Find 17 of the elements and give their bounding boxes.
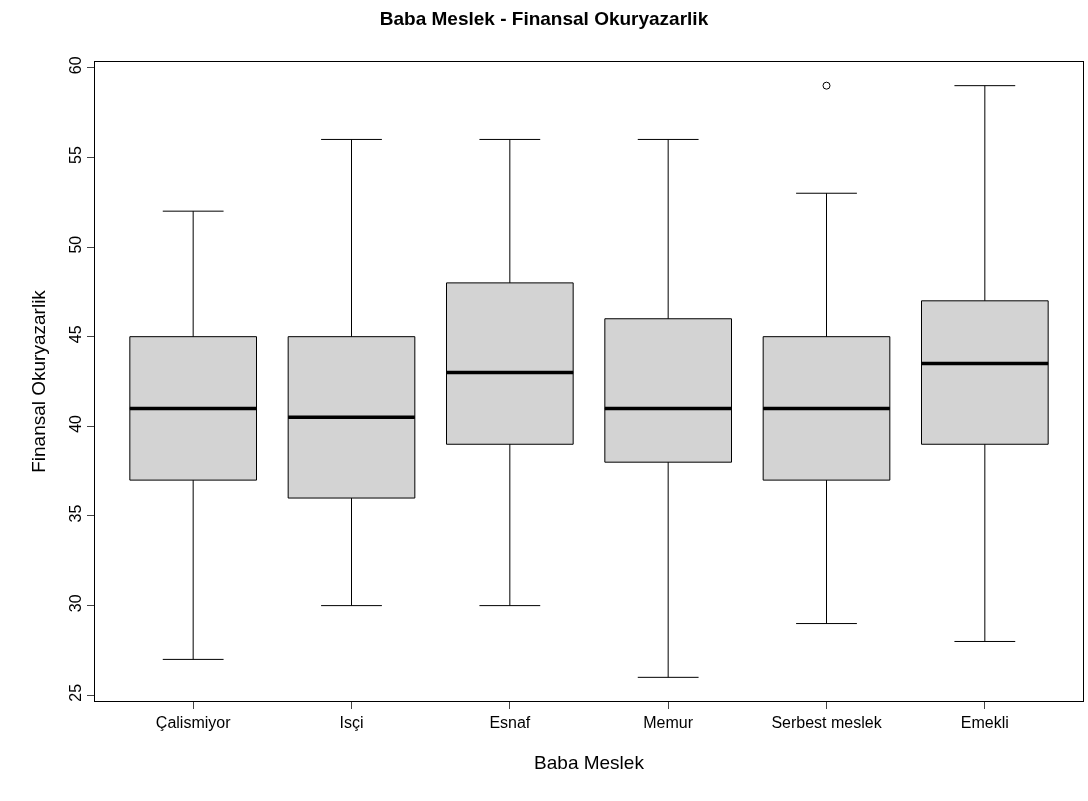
x-axis-title: Baba Meslek [534,752,645,773]
y-axis-title: Finansal Okuryazarlik [28,289,50,473]
y-tick-label: 45 [66,325,84,344]
x-tick-label: Isçi [339,714,364,732]
x-tick-label: Esnaf [489,714,531,732]
chart-title: Baba Meslek - Finansal Okuryazarlik [379,8,709,30]
y-tick-label: 40 [66,414,84,433]
x-tick-label: Emekli [960,714,1009,732]
x-tick-label: Serbest meslek [771,714,883,732]
x-tick-label: Memur [643,714,694,732]
x-tick-label: Çalismiyor [155,714,232,732]
y-tick-label: 30 [66,594,84,613]
y-tick-label: 35 [66,504,84,523]
y-tick-label: 55 [66,145,84,164]
y-tick-label: 25 [66,683,84,702]
y-tick-label: 60 [66,56,84,75]
y-tick-label: 50 [66,235,84,254]
